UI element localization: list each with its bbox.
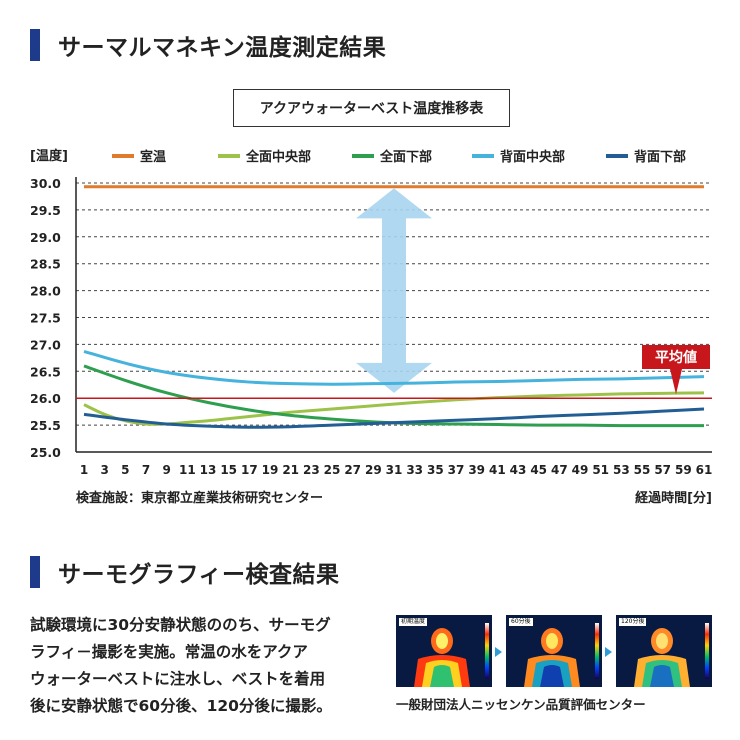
x-tick-label: 25 <box>324 463 341 477</box>
x-tick-label: 45 <box>530 463 547 477</box>
thermo-image-120min: 120分後 <box>616 615 712 687</box>
series-line <box>83 391 705 426</box>
x-tick-label: 59 <box>675 463 692 477</box>
legend-label: 室温 <box>140 149 166 165</box>
legend-label: 背面中央部 <box>500 149 565 165</box>
x-tick-label: 23 <box>303 463 320 477</box>
x-tick-label: 9 <box>162 463 170 477</box>
thermo-image-60min: 60分後 <box>506 615 602 687</box>
section-header-mannequin: サーマルマネキン温度測定結果 <box>30 28 386 62</box>
section-accent-bar <box>30 29 40 61</box>
x-tick-label: 57 <box>654 463 671 477</box>
thermo-image-initial: 初期温度 <box>396 615 492 687</box>
series-line <box>83 407 705 429</box>
test-facility-note: 検査施設：東京都立産業技術研究センター <box>76 490 323 506</box>
next-arrow-icon <box>495 647 502 657</box>
description-line: 試験環境に30分安静状態ののち、サーモグ <box>30 616 331 634</box>
thermo-time-tag: 60分後 <box>509 618 533 626</box>
x-tick-label: 7 <box>142 463 150 477</box>
x-tick-label: 27 <box>344 463 361 477</box>
chart-legend: 室温 全面中央部 全面下部 背面中央部 背面下部 <box>112 149 686 165</box>
x-tick-label: 19 <box>262 463 279 477</box>
x-tick-label: 37 <box>448 463 465 477</box>
x-tick-label: 3 <box>100 463 108 477</box>
double-arrow-shape <box>356 188 432 393</box>
x-tick-label: 1 <box>80 463 88 477</box>
x-tick-label: 13 <box>200 463 217 477</box>
description-line: ラフィ－撮影を実施。常温の水をアクア <box>30 643 308 661</box>
y-tick-label: 29.5 <box>30 203 61 218</box>
chart-title: アクアウォーターベスト温度推移表 <box>233 89 510 127</box>
section-title: サーモグラフィー検査結果 <box>58 562 340 588</box>
x-tick-label: 33 <box>406 463 423 477</box>
x-tick-label: 5 <box>121 463 129 477</box>
temperature-line-chart: 室温 全面中央部 全面下部 背面中央部 背面下部 30.0 29.5 29.0 28.5 28.… <box>30 148 713 506</box>
y-tick-label: 26.0 <box>30 391 61 406</box>
y-tick-label: 29.0 <box>30 230 61 245</box>
y-axis: 30.0 29.5 29.0 28.5 28.0 27.5 27.0 26.5 26.0 25.5… <box>30 176 77 460</box>
x-tick-label: 41 <box>489 463 506 477</box>
thermo-time-tag: 初期温度 <box>399 618 428 626</box>
description-line: 後に安静状態で60分後、120分後に撮影。 <box>30 697 332 715</box>
section-title: サーマルマネキン温度測定結果 <box>58 35 387 61</box>
x-tick-label: 35 <box>427 463 444 477</box>
x-tick-label: 43 <box>510 463 527 477</box>
section-accent-bar <box>30 556 40 588</box>
x-axis-label: 経過時間[分] <box>635 490 712 506</box>
x-tick-label: 31 <box>386 463 403 477</box>
x-tick-label: 49 <box>572 463 589 477</box>
temperature-drop-arrow <box>356 188 432 393</box>
y-tick-label: 28.5 <box>30 257 61 272</box>
x-tick-label: 15 <box>220 463 237 477</box>
x-tick-label: 17 <box>241 463 258 477</box>
next-arrow-icon <box>605 647 612 657</box>
average-line: 平均値 <box>76 345 712 399</box>
section-header-thermography: サーモグラフィー検査結果 <box>30 555 340 589</box>
x-axis: 1 3 5 7 9 11 13 15 17 19 21 23 25 27 29 31 33 35 37 39 41 43 4… <box>76 451 713 477</box>
x-tick-label: 47 <box>551 463 568 477</box>
thermo-color-scale <box>705 623 709 679</box>
thermo-time-tag: 120分後 <box>619 618 647 626</box>
x-tick-label: 53 <box>613 463 630 477</box>
x-tick-label: 39 <box>468 463 485 477</box>
thermo-color-scale <box>485 623 489 679</box>
legend-label: 全面中央部 <box>245 149 311 165</box>
y-tick-label: 30.0 <box>30 176 61 191</box>
y-tick-label: 25.0 <box>30 445 61 460</box>
y-axis-label: [温度] <box>30 148 68 164</box>
x-tick-label: 61 <box>696 463 713 477</box>
description-line: ウォーターベストに注水し、ベストを着用 <box>30 670 326 688</box>
y-tick-label: 28.0 <box>30 284 61 299</box>
y-tick-label: 26.5 <box>30 364 61 379</box>
y-tick-label: 27.0 <box>30 337 61 352</box>
thermography-credit: 一般財団法人ニッセンケン品質評価センター <box>396 697 646 712</box>
x-tick-label: 29 <box>365 463 382 477</box>
series-line <box>83 349 705 386</box>
y-tick-label: 25.5 <box>30 418 61 433</box>
legend-label: 背面下部 <box>634 149 686 165</box>
thermo-color-scale <box>595 623 599 679</box>
x-tick-label: 11 <box>179 463 196 477</box>
y-tick-label: 27.5 <box>30 311 61 326</box>
x-tick-label: 51 <box>592 463 609 477</box>
average-callout-label: 平均値 <box>655 349 697 366</box>
legend-label: 全面下部 <box>379 149 432 165</box>
thermography-description: 試験環境に30分安静状態ののち、サーモグ ラフィ－撮影を実施。常温の水をアクア … <box>30 612 380 720</box>
average-callout-box <box>642 345 710 395</box>
x-tick-label: 55 <box>634 463 651 477</box>
thermography-images: 初期温度 60分後 120分後 <box>396 615 716 687</box>
x-tick-label: 21 <box>282 463 299 477</box>
